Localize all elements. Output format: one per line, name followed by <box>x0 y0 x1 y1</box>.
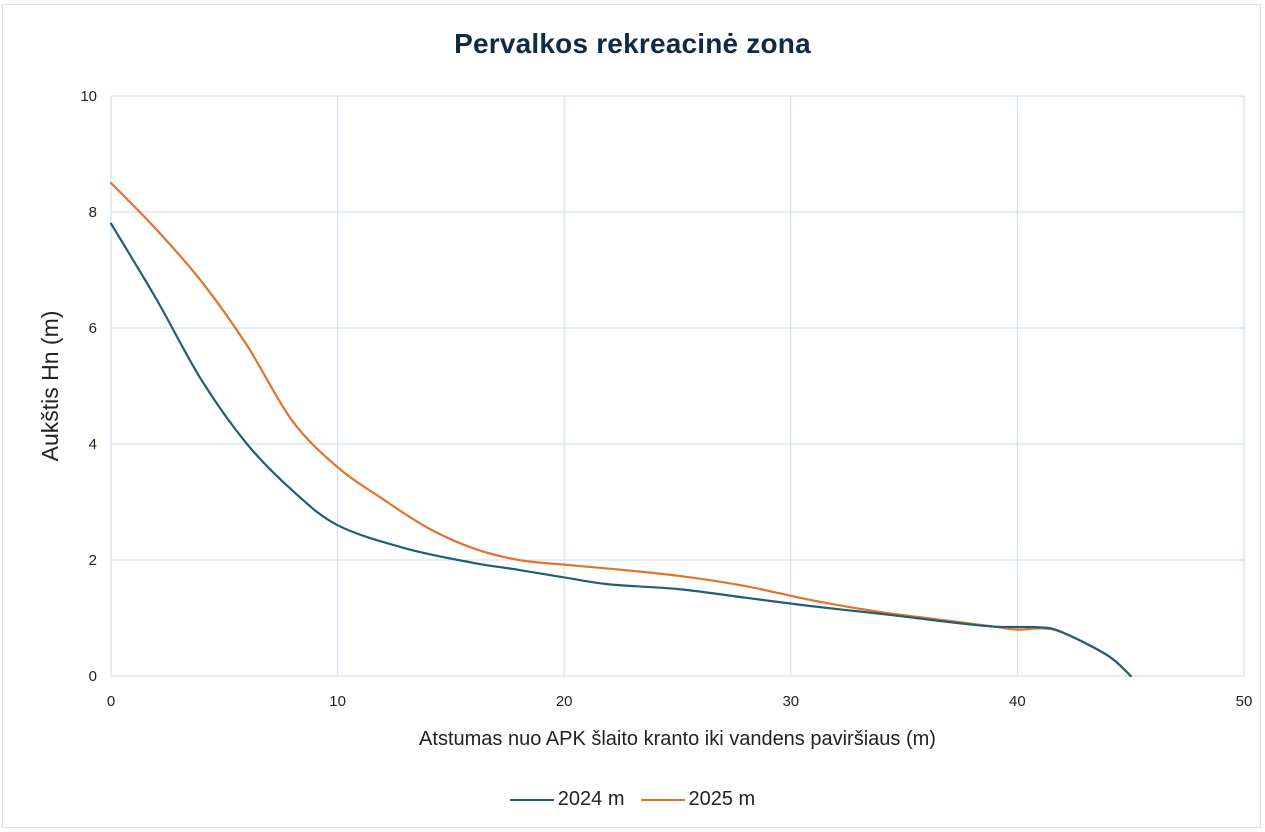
y-tick-label: 10 <box>80 88 97 105</box>
series-line-2025-m <box>109 181 1132 678</box>
x-tick-label: 20 <box>556 693 573 710</box>
chart-title: Pervalkos rekreacinė zona <box>454 28 811 59</box>
legend-swatch-2024 <box>509 798 554 801</box>
legend-label-2025: 2025 m <box>688 788 756 810</box>
legend-item-2025: 2025 m <box>640 788 756 811</box>
x-axis-title: Atstumas nuo APK šlaito kranto iki vande… <box>419 728 936 750</box>
y-tick-label: 4 <box>89 436 97 453</box>
legend-swatch-2025 <box>640 798 685 801</box>
series-line-2024-m <box>109 222 1132 678</box>
y-tick-label: 8 <box>89 204 97 221</box>
chart-frame <box>2 4 1261 828</box>
x-tick-label: 10 <box>329 693 346 710</box>
y-tick-label: 6 <box>89 320 97 337</box>
y-tick-label: 2 <box>89 552 97 569</box>
x-tick-label: 40 <box>1009 693 1026 710</box>
x-tick-label: 50 <box>1236 693 1253 710</box>
y-tick-label: 0 <box>89 668 97 685</box>
x-tick-label: 30 <box>782 693 799 710</box>
legend: 2024 m 2025 m <box>0 788 1265 811</box>
legend-label-2024: 2024 m <box>557 788 625 810</box>
x-tick-label: 0 <box>107 693 115 710</box>
legend-item-2024: 2024 m <box>509 788 625 811</box>
y-axis-title: Aukštis Hn (m) <box>37 311 63 462</box>
